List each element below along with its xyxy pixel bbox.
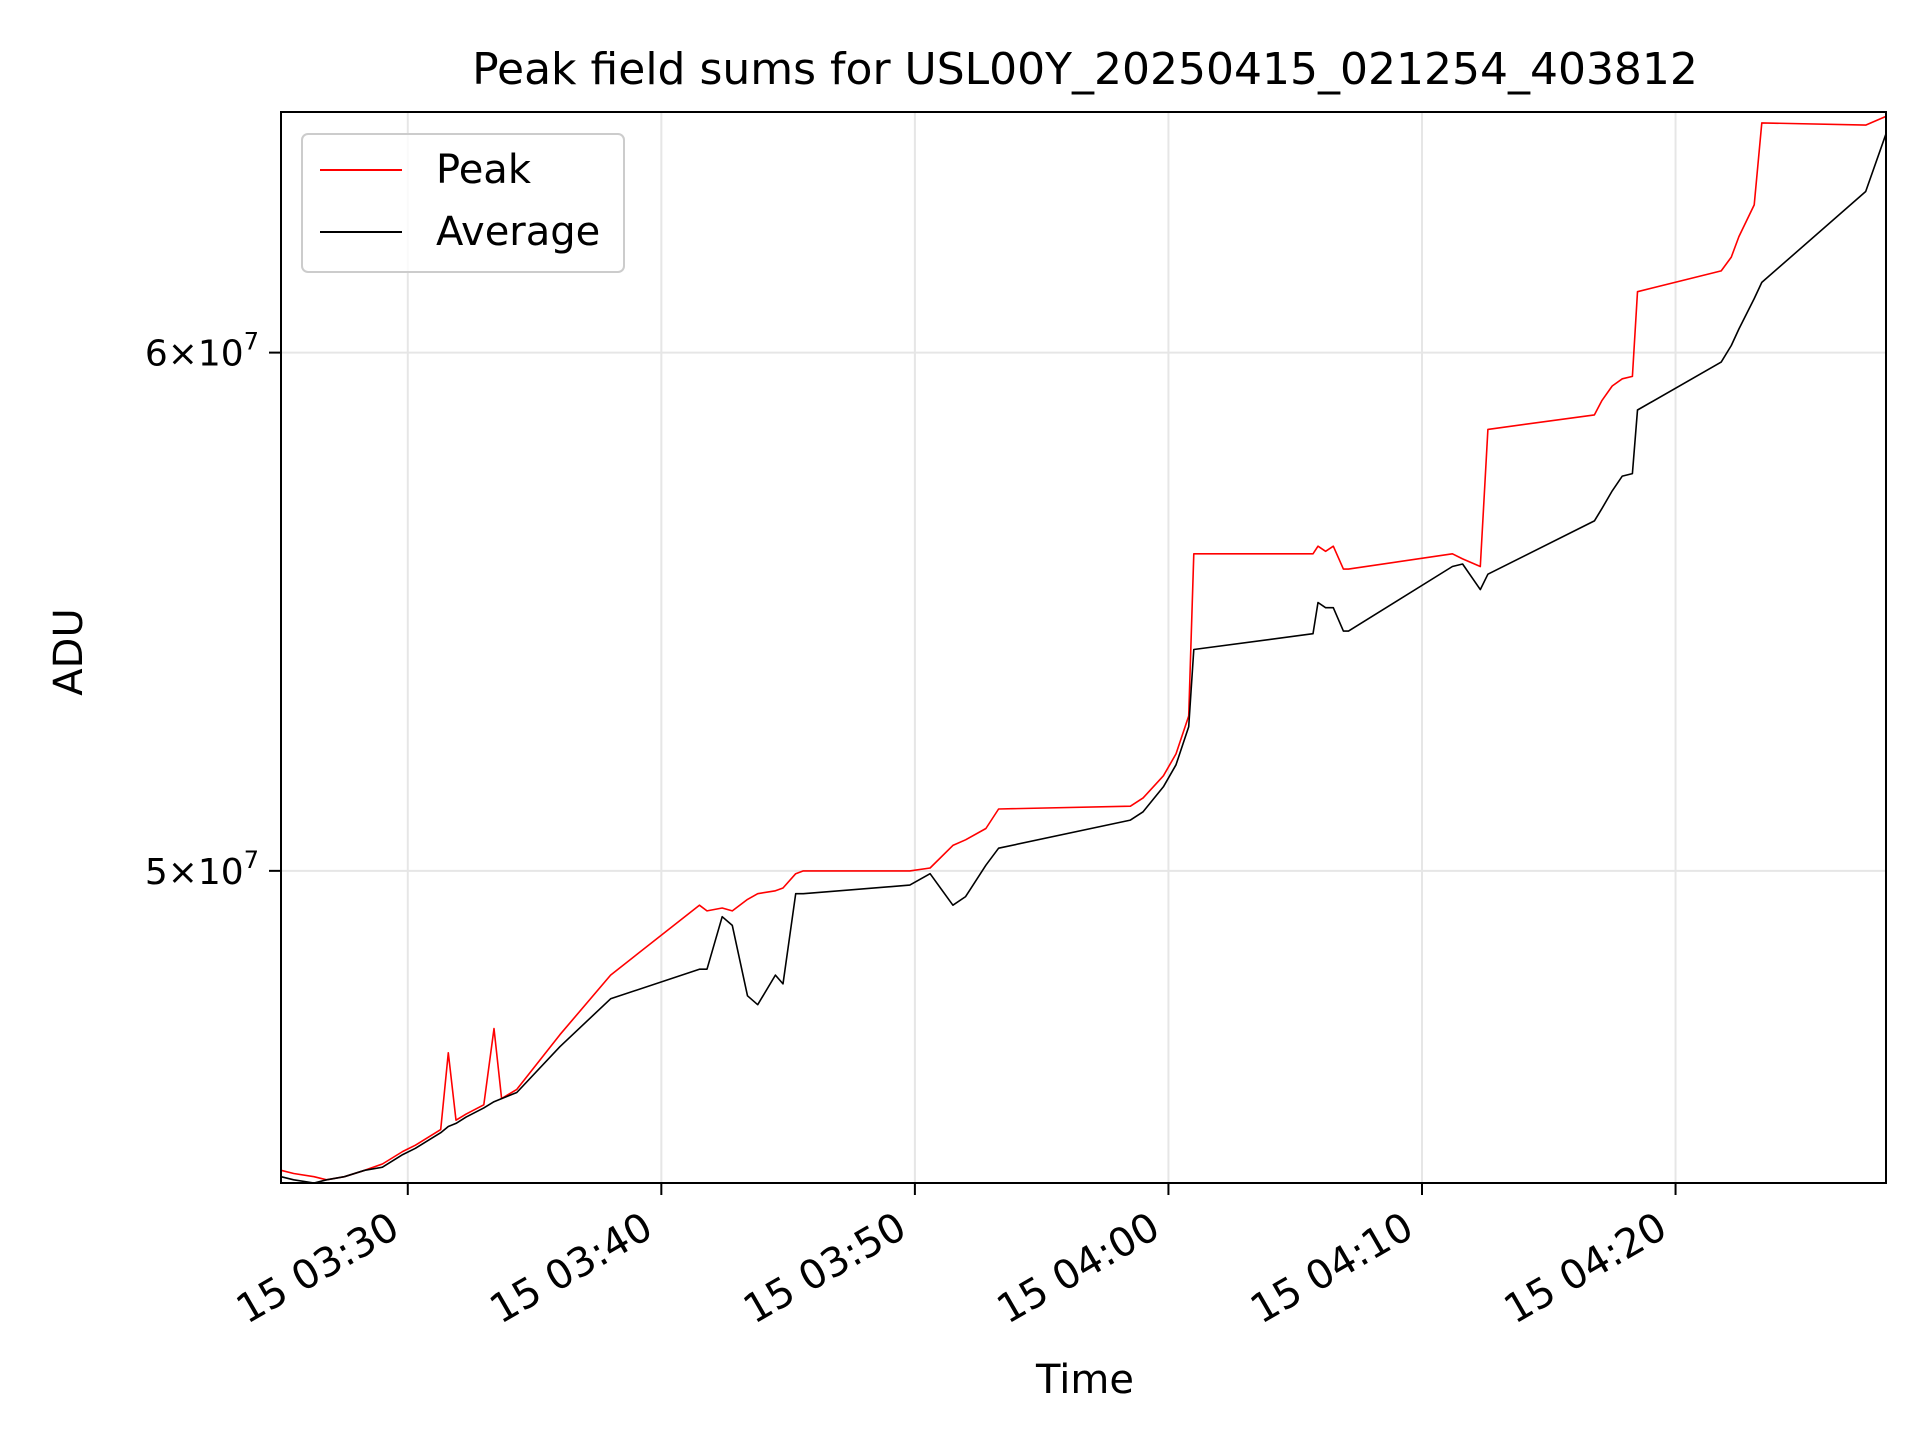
series-lines xyxy=(280,115,1887,1184)
x-tick-label-5: 15 04:20 xyxy=(1497,1204,1675,1333)
legend: Peak Average xyxy=(301,133,625,273)
x-tick-label-4: 15 04:10 xyxy=(1243,1204,1421,1333)
plot-frame xyxy=(280,111,1887,1184)
legend-label-peak: Peak xyxy=(436,147,532,193)
legend-box xyxy=(301,133,625,273)
legend-label-average: Average xyxy=(436,209,600,255)
x-tick-label-2: 15 03:50 xyxy=(736,1204,914,1333)
x-tick-label-1: 15 03:40 xyxy=(482,1204,660,1333)
x-tick-label-0: 15 03:30 xyxy=(229,1204,407,1333)
y-tick-label-0: 5×107 xyxy=(145,846,259,893)
y-tick-label-1: 6×107 xyxy=(145,328,259,375)
chart-title: Peak field sums for USL00Y_20250415_0212… xyxy=(472,44,1698,95)
series-line-peak xyxy=(280,115,1887,1181)
y-axis-label: ADU xyxy=(46,608,92,695)
x-axis-label: Time xyxy=(1035,1357,1134,1403)
series-line-average xyxy=(280,133,1887,1184)
grid xyxy=(281,112,1886,1183)
x-tick-label-3: 15 04:00 xyxy=(990,1204,1168,1333)
